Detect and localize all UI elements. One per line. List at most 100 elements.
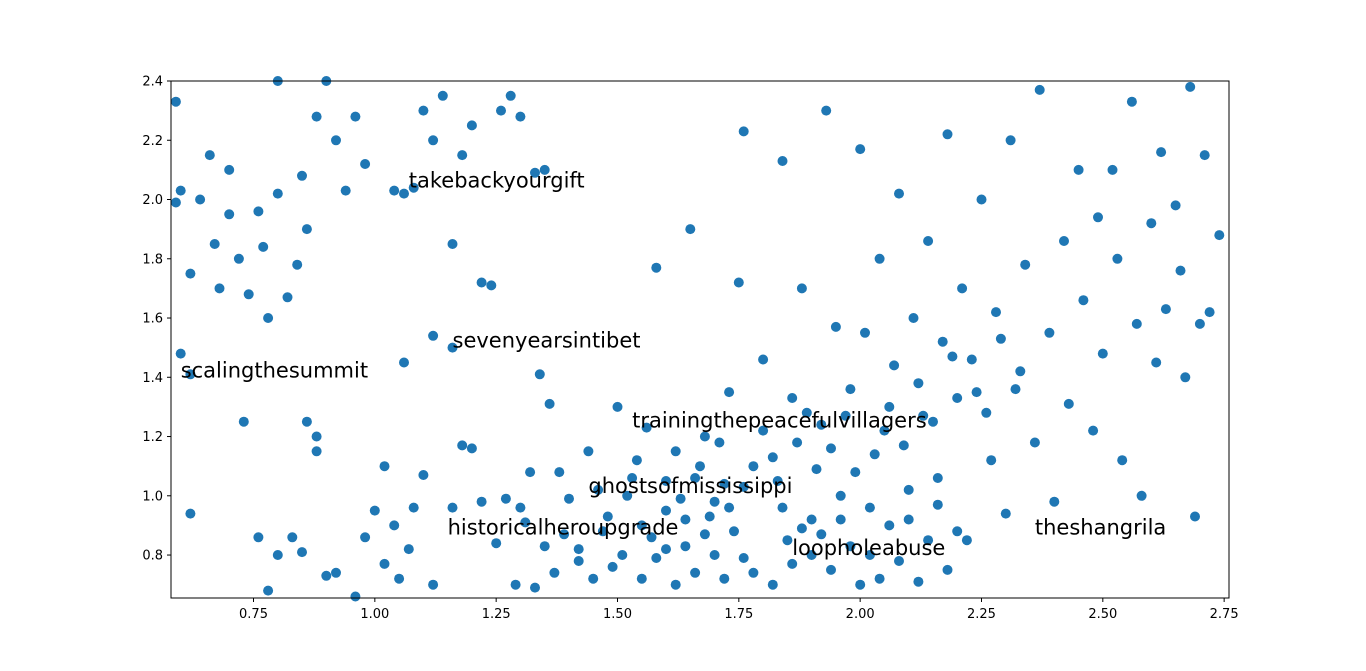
data-point (864, 502, 875, 513)
data-point (539, 541, 550, 552)
data-point (1156, 147, 1167, 158)
data-point (1204, 307, 1215, 318)
data-point (389, 520, 400, 531)
data-point (976, 194, 987, 205)
data-point (670, 579, 681, 590)
data-point (787, 393, 798, 403)
data-point (932, 473, 943, 483)
data-point (631, 455, 642, 466)
data-point (466, 120, 477, 131)
data-point (874, 573, 885, 584)
data-point (942, 129, 953, 140)
data-point (937, 336, 948, 347)
annotation-label: ghostsofmississippi (588, 474, 792, 498)
data-point (835, 514, 846, 525)
data-point (530, 582, 540, 593)
data-point (699, 431, 710, 442)
data-point (889, 360, 900, 371)
data-point (496, 105, 506, 116)
data-point (651, 262, 662, 273)
data-point (1107, 164, 1118, 175)
data-point (952, 526, 963, 537)
data-point (699, 529, 710, 540)
data-point (855, 144, 866, 155)
data-point (792, 437, 803, 448)
data-point (855, 579, 866, 590)
data-point (981, 407, 992, 418)
data-point (661, 544, 671, 555)
data-point (559, 529, 570, 540)
data-point (884, 520, 895, 531)
data-point (292, 259, 303, 270)
data-point (1097, 348, 1108, 359)
data-point (1088, 425, 1099, 436)
data-point (772, 476, 783, 486)
data-point (1044, 327, 1055, 338)
data-point (301, 224, 312, 235)
data-point (170, 96, 181, 107)
data-point (263, 313, 274, 323)
x-tick-label: 2.75 (1210, 607, 1239, 622)
y-tick-label: 1.6 (142, 312, 163, 327)
data-point (224, 164, 235, 175)
data-point (1059, 236, 1069, 246)
x-tick-label: 0.75 (239, 607, 268, 622)
data-point (860, 327, 870, 338)
data-point (903, 484, 914, 495)
data-point (408, 502, 419, 513)
data-point (311, 431, 322, 442)
data-point (399, 357, 409, 368)
data-point (908, 313, 919, 323)
data-point (690, 567, 701, 578)
data-point (923, 535, 934, 546)
data-point (394, 573, 405, 584)
data-point (505, 90, 516, 101)
data-point (636, 573, 647, 584)
data-point (952, 393, 963, 403)
y-tick-label: 2.0 (142, 193, 163, 208)
data-point (704, 511, 715, 522)
data-point (1000, 508, 1011, 519)
annotation-label: takebackyourgift (409, 169, 585, 193)
data-point (719, 478, 730, 489)
data-point (782, 535, 793, 546)
data-point (204, 150, 215, 161)
x-tick-label: 2.25 (967, 607, 996, 622)
data-point (612, 401, 623, 412)
data-point (573, 556, 584, 566)
data-point (195, 194, 206, 205)
data-point (758, 354, 769, 365)
data-point (894, 188, 904, 199)
y-axis: 0.8 1.0 1.2 1.4 1.6 1.8 2.0 2.2 2.4 (142, 75, 171, 564)
data-point (806, 514, 817, 525)
x-axis: 0.75 1.00 1.25 1.50 1.75 2.00 2.25 2.50 2.75 (239, 598, 1239, 622)
data-point (748, 567, 759, 578)
data-point (651, 553, 662, 563)
data-point (709, 496, 720, 507)
y-tick-label: 2.2 (142, 134, 163, 149)
annotations-layer: takebackyourgift sevenyearsintibet scaling… (181, 169, 1167, 560)
data-point (428, 330, 439, 341)
data-point (437, 90, 448, 101)
data-point (724, 387, 735, 398)
data-point (801, 407, 812, 418)
data-point (971, 387, 982, 398)
data-point (515, 502, 526, 513)
data-point (695, 461, 705, 472)
data-point (418, 105, 429, 116)
data-point (680, 541, 691, 552)
data-point (1063, 398, 1074, 409)
data-point (209, 239, 220, 249)
data-point (923, 236, 934, 246)
data-point (1005, 135, 1016, 146)
data-point (1194, 318, 1205, 329)
data-point (738, 481, 749, 492)
data-point (554, 467, 565, 478)
data-point (233, 253, 244, 264)
annotation-label: scalingthesummit (181, 358, 368, 382)
data-point (282, 292, 293, 303)
data-point (447, 342, 458, 353)
data-point (719, 573, 730, 584)
data-point (966, 354, 977, 365)
data-point (593, 484, 604, 495)
